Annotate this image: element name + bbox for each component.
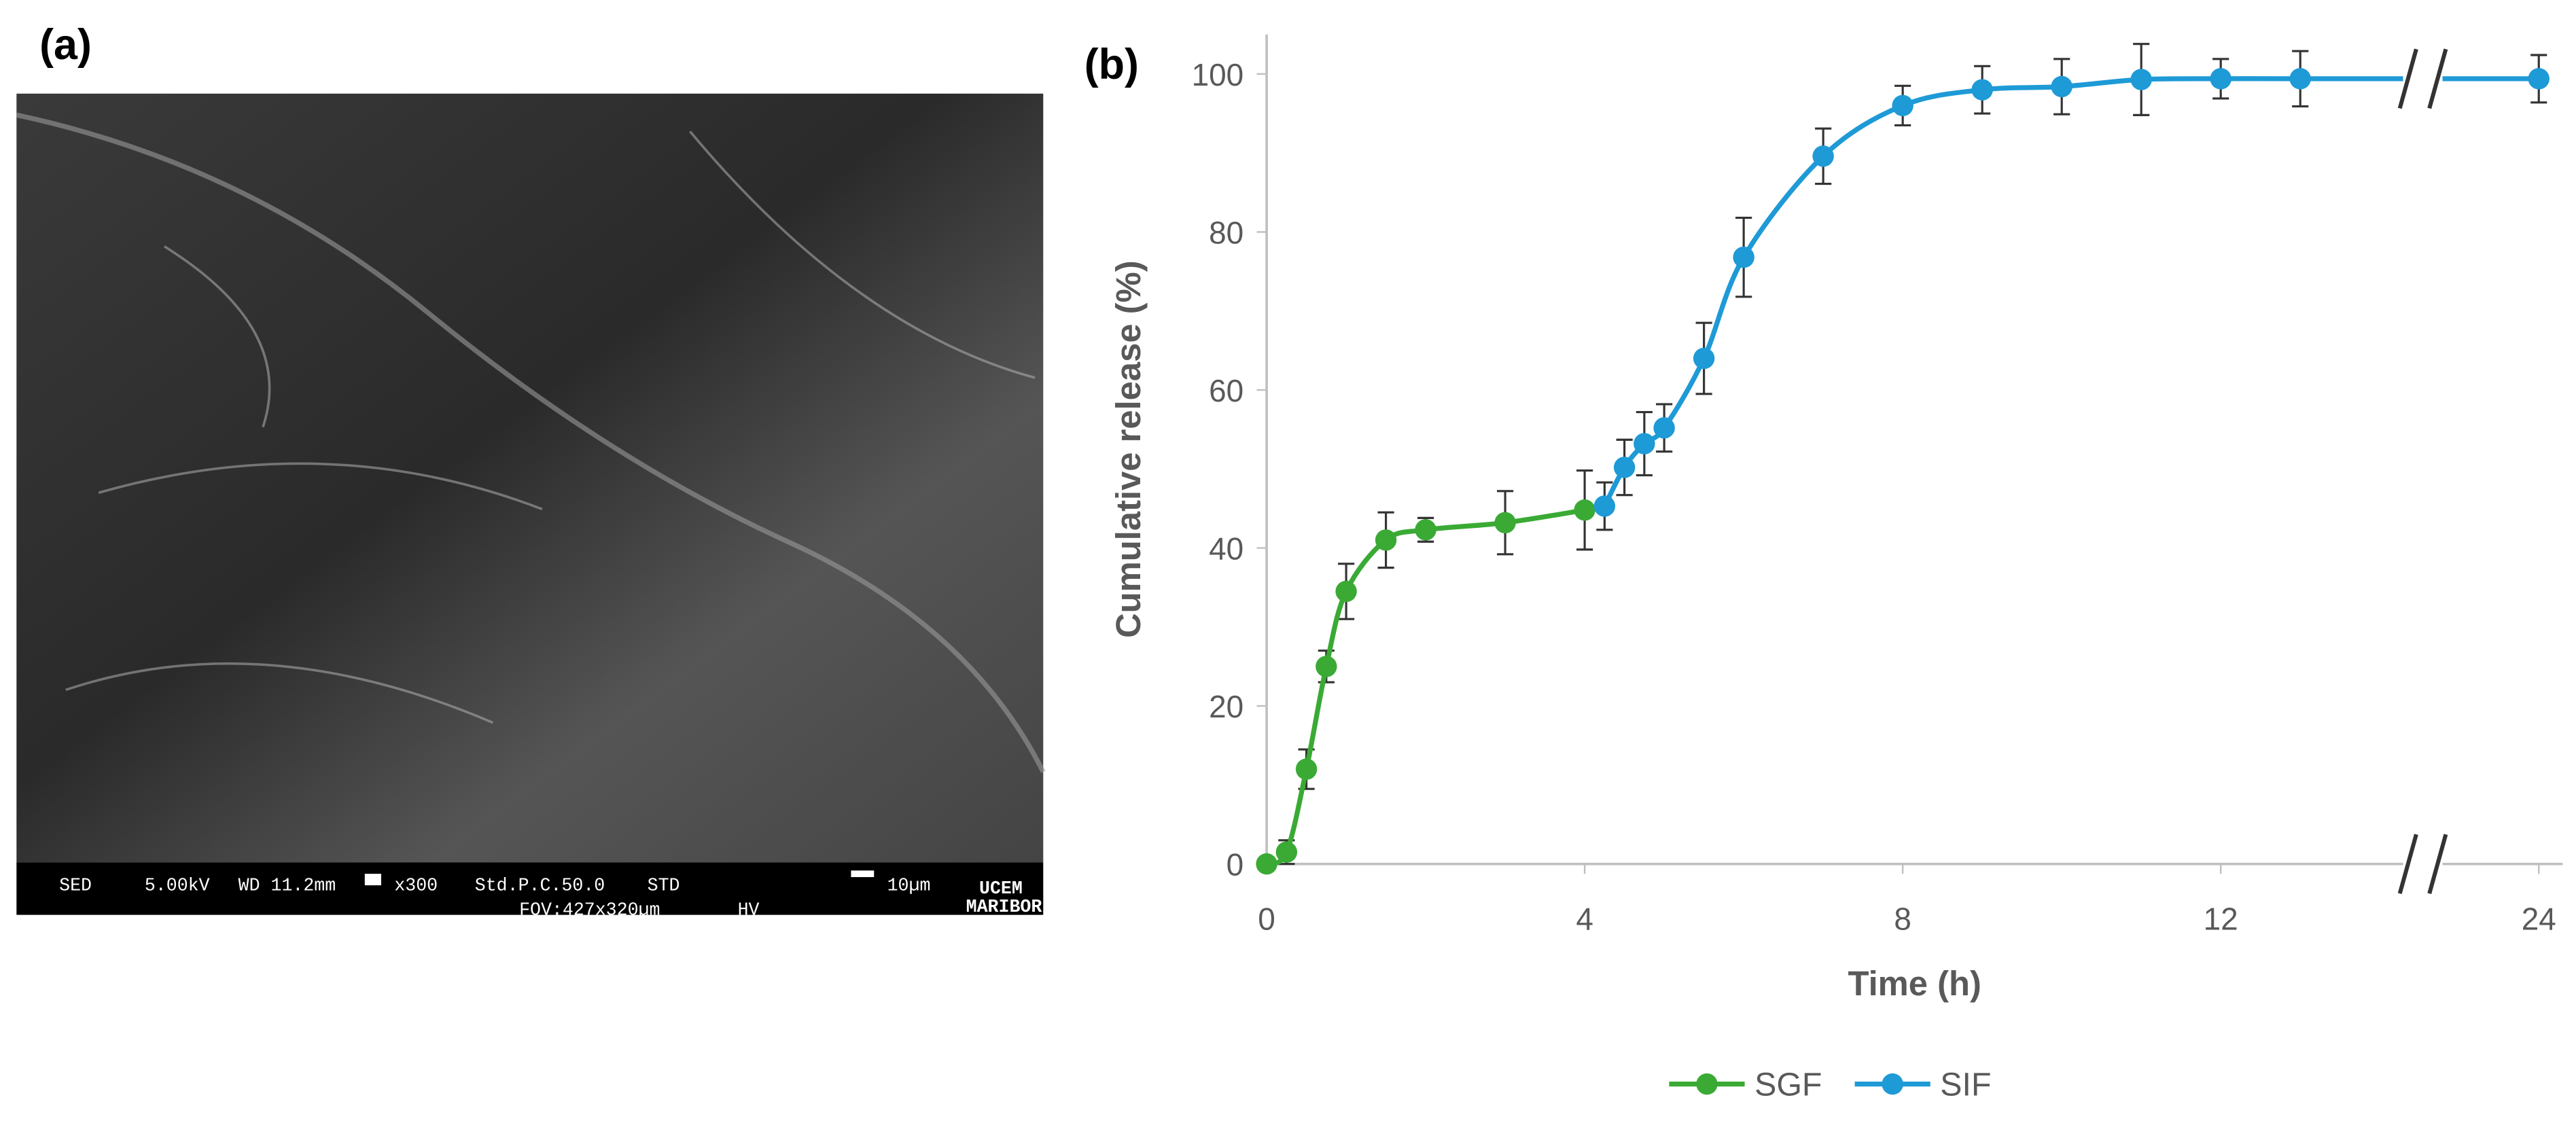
data-point (1316, 656, 1337, 677)
data-point (1971, 79, 1993, 101)
data-point (1693, 347, 1715, 370)
data-point (1415, 519, 1436, 541)
legend-marker (1882, 1073, 1903, 1095)
x-tick-label: 0 (1258, 901, 1275, 936)
data-point (1812, 145, 1834, 167)
texture (65, 130, 1036, 724)
sem-info: x300 (394, 875, 438, 895)
data-point (1375, 529, 1397, 551)
ridge (16, 112, 1046, 773)
y-tick-label: 80 (1209, 215, 1243, 250)
sem-info: 10µm (887, 875, 931, 895)
panel-label: (a) (39, 21, 92, 69)
sem-info: MARIBOR (966, 897, 1042, 917)
data-point (1256, 853, 1277, 875)
panel-label: (b) (1084, 41, 1139, 88)
sem-info: UCEM (979, 878, 1023, 899)
data-point (2051, 75, 2072, 98)
data-point (1494, 512, 1516, 534)
sem-info: SED (59, 875, 92, 895)
x-tick-label: 4 (1576, 901, 1593, 936)
x-tick-label: 24 (2522, 901, 2556, 936)
y-tick-label: 100 (1192, 57, 1244, 92)
data-point (1653, 417, 1675, 439)
data-point (2528, 68, 2549, 90)
x-axis-title: Time (h) (1848, 964, 1981, 1003)
legend-marker (1696, 1073, 1718, 1095)
data-point (1634, 433, 1655, 455)
sem-info: WD 11.2mm (239, 875, 336, 895)
legend-item: SIF (1854, 1067, 1991, 1103)
y-axis-title: Cumulative release (%) (1109, 260, 1148, 638)
series-line (1265, 508, 1585, 867)
data-point (1574, 499, 1595, 521)
data-point (1733, 246, 1754, 268)
legend-label: SGF (1754, 1067, 1822, 1103)
data-point (2130, 69, 2152, 90)
sem-info: FOV:427x320µm (519, 900, 660, 921)
break-mark (2397, 48, 2448, 109)
y-tick-label: 60 (1209, 373, 1243, 408)
sem-info: 5.00kV (145, 875, 210, 895)
data-point (1295, 758, 1318, 780)
x-tick-label: 8 (1894, 901, 1911, 936)
data-point (2210, 68, 2231, 90)
x-tick-label: 12 (2204, 901, 2238, 936)
legend-item: SGF (1669, 1067, 1822, 1103)
data-point (1892, 94, 1913, 117)
scale-bar (851, 870, 875, 877)
camera-icon (364, 874, 381, 886)
data-point (1335, 580, 1357, 603)
break-mark (2397, 834, 2448, 894)
y-tick-label: 40 (1209, 531, 1243, 566)
y-tick-label: 0 (1227, 847, 1244, 883)
data-point (2289, 68, 2311, 90)
micrograph (16, 93, 1044, 863)
sem-info: HV (738, 900, 760, 921)
data-point (1613, 457, 1636, 478)
y-tick-label: 20 (1209, 689, 1243, 724)
sem-image (16, 93, 1046, 915)
sem-info: Std.P.C.50.0 (475, 875, 605, 895)
data-point (1593, 495, 1616, 517)
sem-info: STD (648, 875, 680, 895)
legend-label: SIF (1940, 1067, 1991, 1103)
data-point (1275, 841, 1298, 863)
